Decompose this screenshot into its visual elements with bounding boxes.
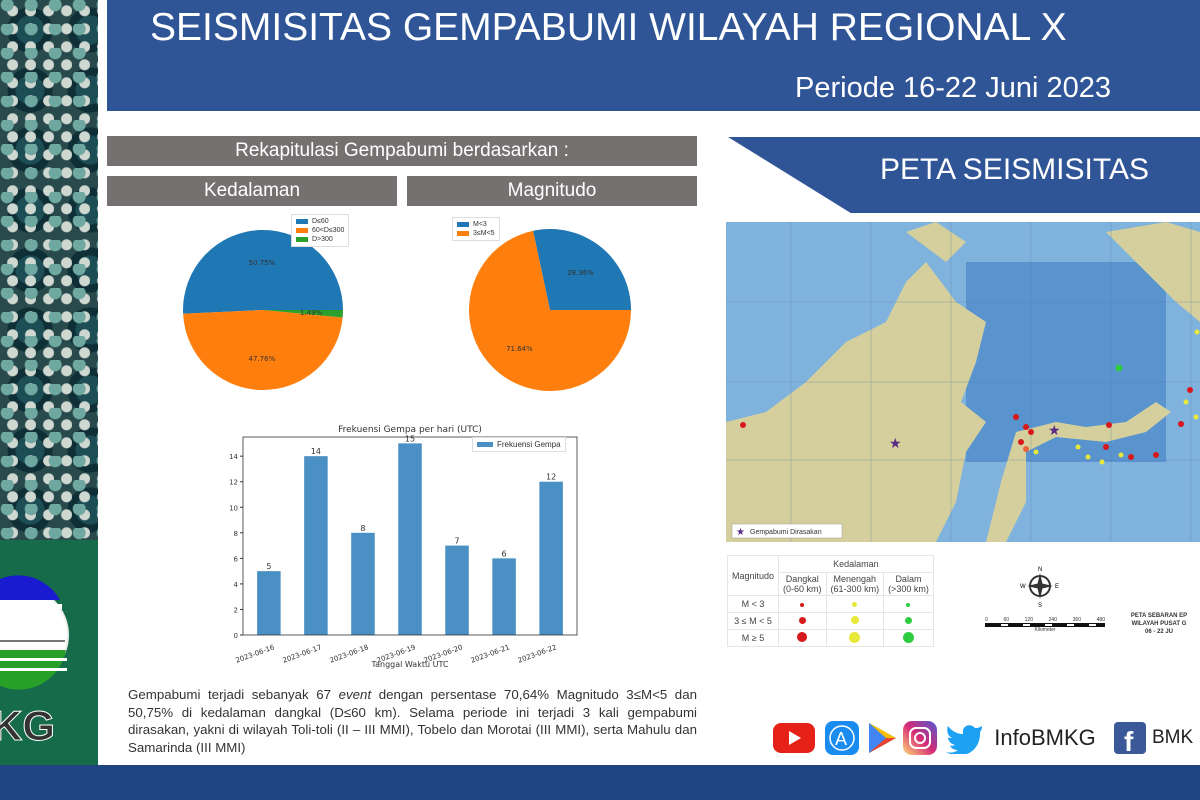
epicenter-markers — [740, 329, 1200, 465]
period-label: Periode 16-22 Juni 2023 — [795, 72, 1112, 104]
bar — [492, 558, 516, 635]
bar-value-label: 6 — [502, 549, 507, 558]
legend-item: 60<D≤300 — [296, 226, 344, 235]
instagram-icon — [903, 721, 937, 755]
twitter-button[interactable] — [944, 720, 984, 756]
charts-svg: 50.75% 47.76% 1.49% 28.36% 71.64% Frekuensi G… — [182, 228, 631, 669]
app-store-icon: A — [825, 721, 859, 755]
y-tick-label: 6 — [234, 555, 239, 563]
bar-chart-title: Frekuensi Gempa per hari (UTC) — [338, 425, 482, 435]
bar-value-label: 12 — [546, 473, 556, 482]
y-tick-label: 8 — [234, 530, 238, 538]
svg-text:A: A — [835, 729, 847, 749]
page-title: SEISMISITAS GEMPABUMI WILAYAH REGIONAL X — [150, 6, 1067, 49]
bar-legend: Frekuensi Gempa — [472, 437, 566, 452]
y-tick-label: 0 — [234, 632, 238, 640]
depth-pie-legend: D≤60 60<D≤300 D>300 — [291, 214, 350, 247]
x-tick-label: 2023-06-21 — [470, 643, 511, 664]
svg-text:E: E — [1055, 584, 1059, 590]
map-caption: PETA SEBARAN EP WILAYAH PUSAT G 06 - 22 JU — [1130, 613, 1188, 635]
footer-bar — [0, 765, 1200, 800]
x-axis-label: Tanggal Waktu UTC — [371, 660, 449, 669]
depth-pie-slice — [263, 310, 343, 318]
bmkg-facebook-handle[interactable]: BMK — [1152, 727, 1194, 748]
magnitude-heading: Magnitudo — [407, 176, 697, 206]
felt-star-icon: ★ — [1048, 422, 1061, 438]
bar — [398, 443, 422, 635]
scale-bar: 0 60 120 240 360 480 Kilometer — [985, 617, 1105, 633]
app-store-button[interactable]: A — [824, 720, 860, 756]
legend-item: D>300 — [296, 235, 344, 244]
depth-heading: Kedalaman — [107, 176, 397, 206]
youtube-icon — [773, 723, 815, 753]
header-banner — [107, 0, 1200, 111]
depth-pie-label: 47.76% — [249, 355, 276, 363]
y-tick-label: 12 — [229, 479, 238, 487]
bar-value-label: 15 — [405, 434, 415, 443]
bmkg-logo: KG — [0, 540, 98, 765]
depth-pie-label: 50.75% — [249, 259, 276, 267]
x-tick-label: 2023-06-22 — [517, 643, 558, 664]
magnitude-depth-legend: Magnitudo Kedalaman Dangkal (0-60 km) Menen… — [726, 555, 934, 647]
summary-text: Gempabumi terjadi sebanyak 67 event deng… — [128, 687, 697, 755]
legend-item: Frekuensi Gempa — [477, 440, 561, 449]
twitter-icon — [946, 725, 982, 754]
play-store-icon — [869, 723, 896, 753]
magnitude-pie-label: 71.64% — [506, 345, 533, 353]
compass-rose-icon: N S W E — [1020, 567, 1059, 607]
facebook-icon: f — [1114, 722, 1146, 754]
bmkg-logo-icon: KG — [0, 575, 69, 750]
felt-star-icon: ★ — [889, 435, 902, 451]
bar — [445, 545, 469, 635]
recap-heading: Rekapitulasi Gempabumi berdasarkan : — [107, 136, 697, 166]
bar-value-label: 7 — [454, 537, 459, 546]
y-tick-label: 4 — [234, 581, 239, 589]
info-bmkg-handle[interactable]: InfoBMKG — [994, 725, 1096, 750]
y-tick-label: 10 — [229, 504, 238, 512]
map-banner-title: PETA SEISMISITAS — [880, 153, 1149, 186]
bar-value-label: 14 — [311, 447, 321, 456]
bar-value-label: 8 — [360, 524, 365, 533]
bar — [539, 481, 563, 635]
legend-item: M<3 — [457, 220, 495, 229]
logo-text: KG — [0, 702, 55, 749]
bar — [351, 532, 375, 635]
y-tick-label: 2 — [234, 606, 238, 614]
bar-value-label: 5 — [266, 562, 271, 571]
x-tick-label: 2023-06-16 — [235, 643, 276, 665]
legend-item: D≤60 — [296, 217, 344, 226]
seismicity-map: ★ ★ ★ Gempabumi Dirasakan — [726, 222, 1200, 542]
magnitude-pie-label: 28.36% — [567, 269, 594, 277]
batik-decoration — [0, 0, 98, 540]
x-tick-label: 2023-06-17 — [282, 643, 323, 664]
magnitude-pie-slice — [533, 228, 631, 310]
svg-text:W: W — [1020, 584, 1026, 590]
svg-text:f: f — [1124, 726, 1134, 754]
instagram-button[interactable] — [902, 720, 938, 756]
x-tick-label: 2023-06-18 — [329, 643, 370, 664]
svg-text:N: N — [1038, 567, 1042, 573]
svg-text:S: S — [1038, 603, 1042, 607]
youtube-button[interactable] — [772, 720, 816, 756]
depth-pie-label: 1.49% — [300, 309, 323, 317]
bar — [304, 456, 328, 635]
legend-item: 3≤M<5 — [457, 229, 495, 238]
magnitude-pie-legend: M<3 3≤M<5 — [452, 217, 500, 241]
facebook-button[interactable]: f — [1112, 720, 1148, 756]
bar — [257, 571, 281, 635]
magnitude-pie-slice — [469, 230, 631, 391]
y-tick-label: 14 — [229, 453, 238, 461]
depth-pie-slice — [182, 229, 343, 314]
felt-legend-label: Gempabumi Dirasakan — [750, 529, 822, 536]
plot-frame — [242, 436, 578, 636]
play-store-button[interactable] — [864, 720, 900, 756]
depth-pie-slice — [183, 310, 343, 390]
felt-legend-star-icon: ★ — [736, 527, 745, 538]
